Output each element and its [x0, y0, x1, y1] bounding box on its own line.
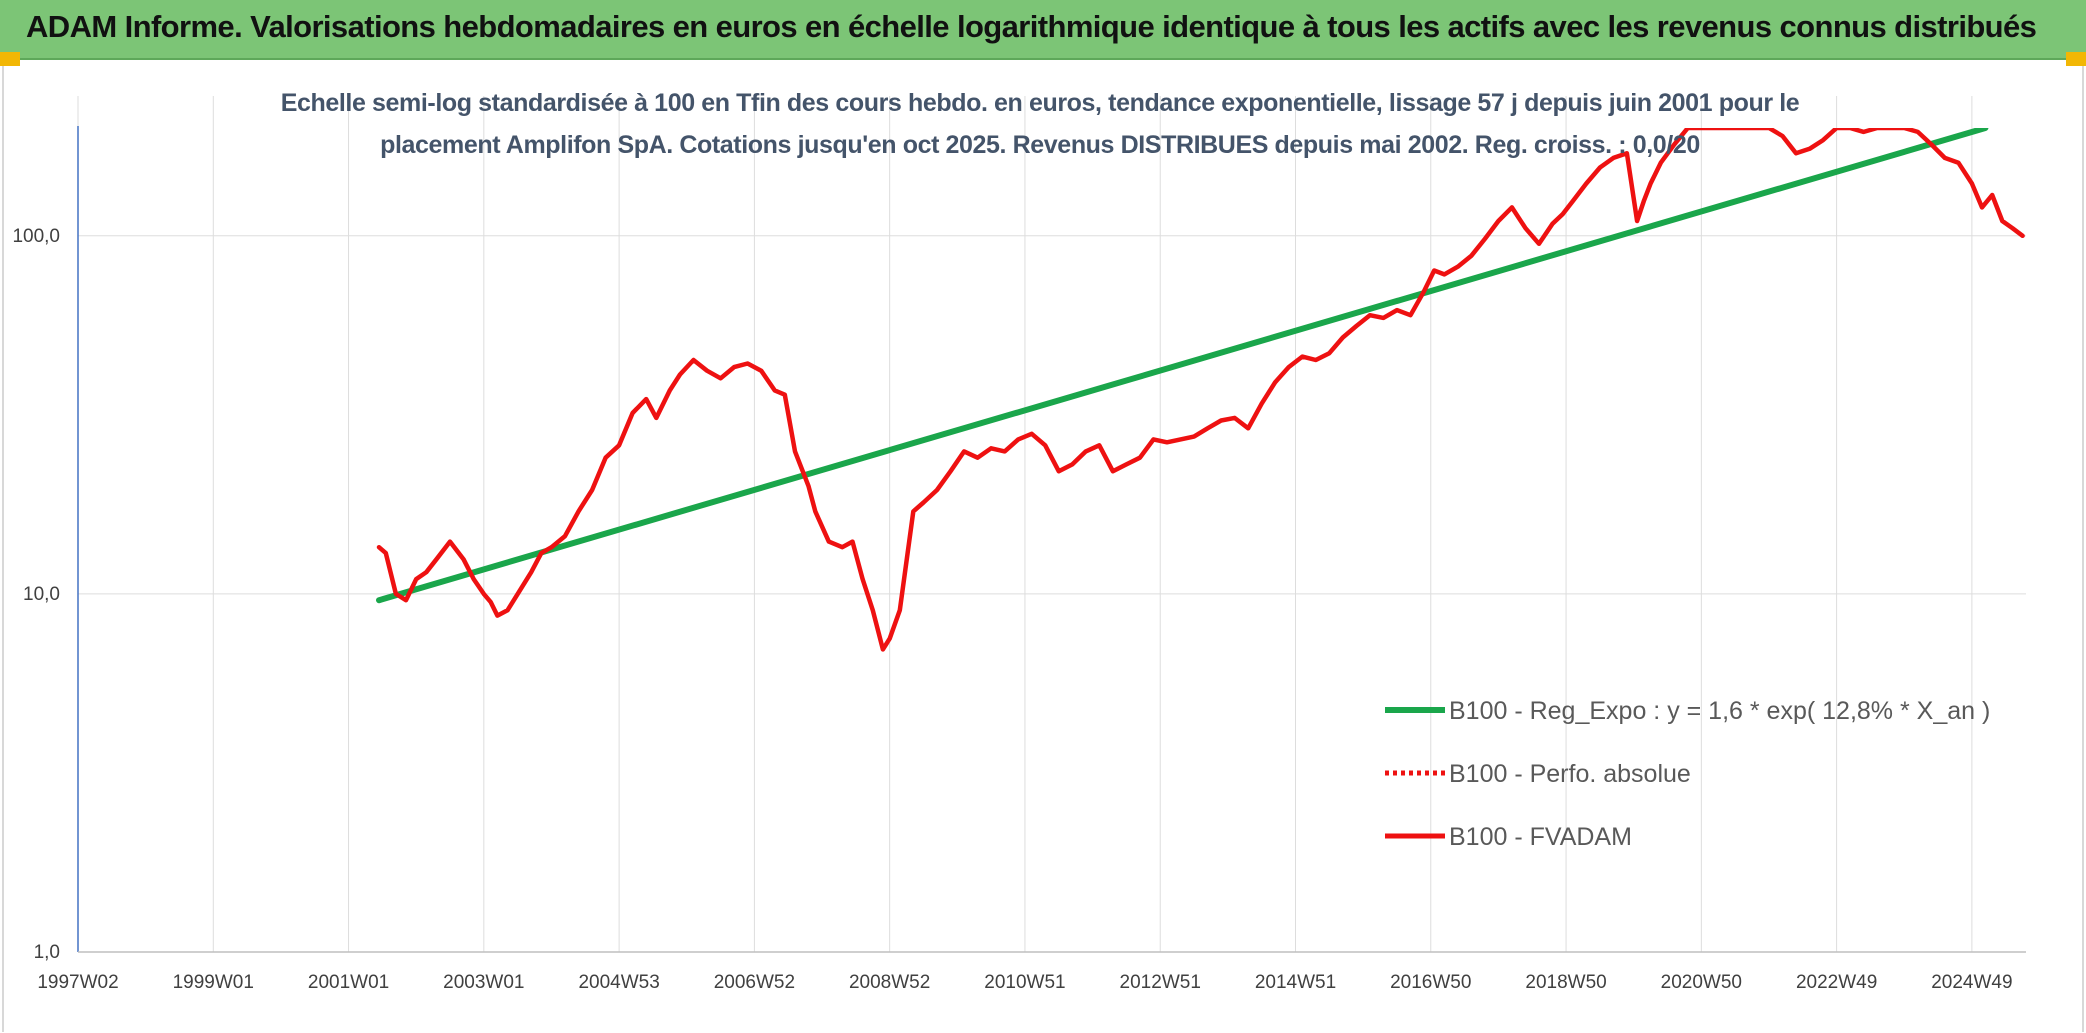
x-tick-label: 2008W52	[849, 972, 930, 993]
fvadam-series-line	[376, 128, 2025, 652]
report-title: ADAM Informe. Valorisations hebdomadaire…	[26, 9, 2037, 44]
chart-title: Echelle semi-log standardisée à 100 en T…	[200, 82, 1880, 166]
x-tick-label: 2018W50	[1525, 972, 1606, 993]
chart-title-line2: placement Amplifon SpA. Cotations jusqu'…	[380, 131, 1700, 159]
x-tick-label: 2014W51	[1255, 972, 1336, 993]
x-tick-label: 2012W51	[1120, 972, 1201, 993]
x-tick-label: 2003W01	[443, 972, 524, 993]
x-tick-label: 2010W51	[984, 972, 1065, 993]
x-tick-label: 2006W52	[714, 972, 795, 993]
x-tick-label: 2024W49	[1931, 972, 2012, 993]
x-tick-label: 1997W02	[37, 972, 118, 993]
x-tick-label: 2004W53	[578, 972, 659, 993]
corner-marker-left	[0, 52, 20, 66]
legend-label: B100 - Reg_Expo : y = 1,6 * exp( 12,8% *…	[1449, 697, 1990, 725]
y-tick-label: 100,0	[12, 226, 60, 247]
y-tick-label: 10,0	[23, 584, 60, 605]
frame-left	[2, 66, 4, 1032]
x-tick-label: 2016W50	[1390, 972, 1471, 993]
report-banner: ADAM Informe. Valorisations hebdomadaire…	[0, 0, 2086, 60]
regression-series-line	[376, 128, 1989, 604]
y-tick-label: 1,0	[34, 942, 60, 963]
legend-label: B100 - Perfo. absolue	[1449, 760, 1691, 788]
x-tick-label: 1999W01	[173, 972, 254, 993]
frame-right	[2082, 66, 2084, 1032]
corner-marker-right	[2066, 52, 2086, 66]
legend-label: B100 - FVADAM	[1449, 823, 1632, 851]
x-tick-label: 2001W01	[308, 972, 389, 993]
chart-title-line1: Echelle semi-log standardisée à 100 en T…	[280, 89, 1800, 117]
x-tick-label: 2022W49	[1796, 972, 1877, 993]
x-tick-label: 2020W50	[1661, 972, 1742, 993]
